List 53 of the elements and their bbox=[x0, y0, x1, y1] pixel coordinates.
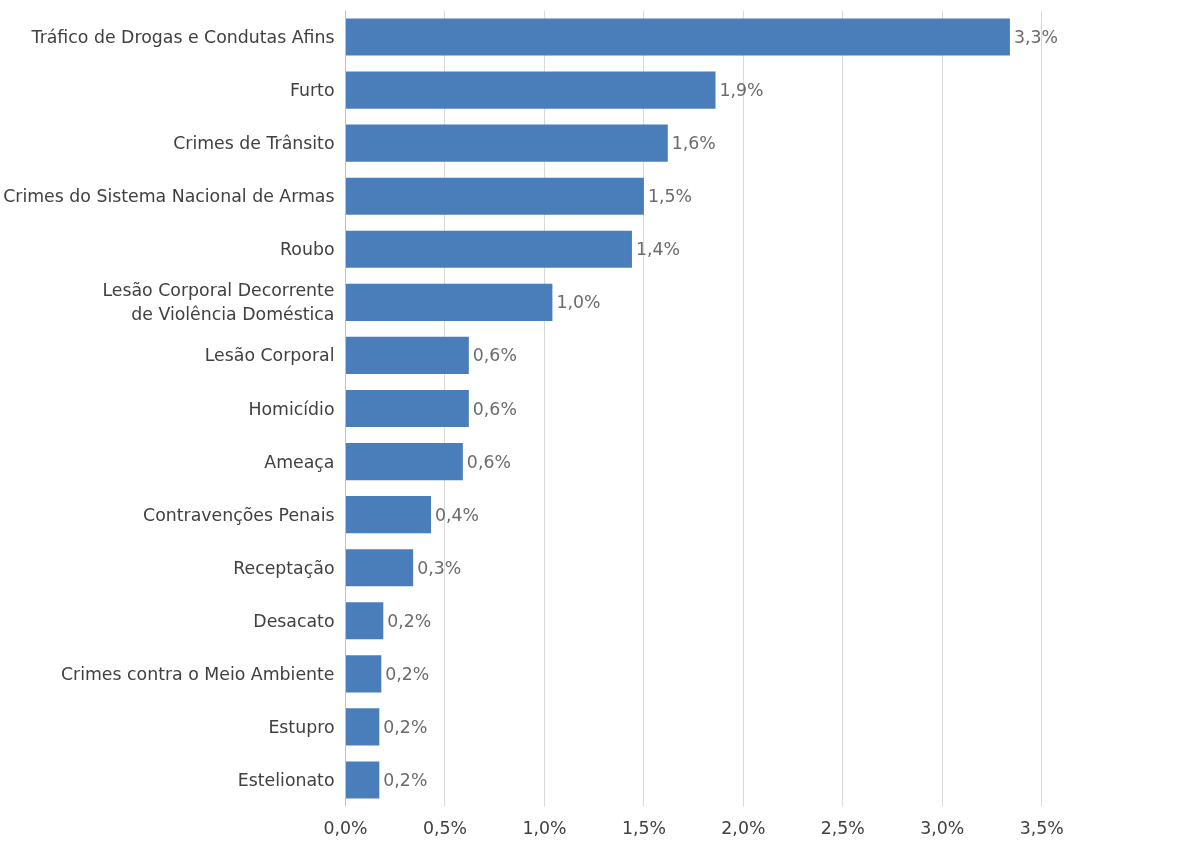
x-tick-label: 2,5% bbox=[820, 817, 865, 838]
bar bbox=[345, 336, 469, 375]
data-label: 0,2% bbox=[383, 769, 428, 790]
x-tick-label: 2,0% bbox=[721, 817, 766, 838]
x-tick-label: 1,0% bbox=[522, 817, 567, 838]
bar bbox=[345, 442, 463, 481]
data-label: 0,3% bbox=[417, 557, 462, 578]
x-tick-label: 3,5% bbox=[1019, 817, 1064, 838]
bar bbox=[345, 230, 632, 268]
data-label: 0,2% bbox=[387, 610, 432, 631]
bar bbox=[345, 124, 668, 162]
data-label: 1,4% bbox=[635, 239, 680, 260]
data-label: 1,5% bbox=[647, 186, 692, 207]
data-label: 0,6% bbox=[472, 398, 517, 419]
y-tick-label: Crimes de Trânsito bbox=[173, 133, 335, 154]
x-tick-label: 0,0% bbox=[323, 817, 368, 838]
y-tick-label: Estelionato bbox=[237, 769, 335, 790]
data-label: 0,6% bbox=[472, 345, 517, 366]
data-label: 1,6% bbox=[671, 133, 716, 154]
data-label: 0,4% bbox=[435, 504, 480, 525]
data-label: 1,9% bbox=[719, 80, 764, 101]
bar bbox=[345, 71, 716, 109]
bar bbox=[345, 18, 1010, 56]
y-tick-label: Furto bbox=[289, 80, 335, 101]
y-tick-label: Lesão Corporal Decorrente de Violência Doméstica bbox=[102, 280, 335, 325]
y-tick-label: Crimes contra o Meio Ambiente bbox=[60, 663, 335, 684]
y-tick-label: Estupro bbox=[268, 716, 335, 737]
bar bbox=[345, 655, 382, 693]
x-tick-label: 0,5% bbox=[422, 817, 467, 838]
y-tick-label: Desacato bbox=[253, 610, 335, 631]
y-tick-label: Homicídio bbox=[248, 398, 335, 419]
data-label: 3,3% bbox=[1013, 27, 1058, 48]
bar bbox=[345, 177, 644, 215]
x-tick-label: 3,0% bbox=[920, 817, 965, 838]
y-tick-label: Crimes do Sistema Nacional de Armas bbox=[3, 186, 335, 207]
bar bbox=[345, 602, 384, 640]
y-tick-label: Contravenções Penais bbox=[143, 504, 335, 525]
data-label: 1,0% bbox=[556, 292, 601, 313]
bar bbox=[345, 708, 380, 746]
bar bbox=[345, 389, 469, 428]
data-label: 0,2% bbox=[385, 663, 430, 684]
y-tick-label: Roubo bbox=[280, 239, 335, 260]
y-tick-label: Ameaça bbox=[264, 451, 335, 472]
data-label: 0,6% bbox=[466, 451, 511, 472]
y-tick-label: Tráfico de Drogas e Condutas Afins bbox=[30, 27, 335, 48]
y-tick-label: Receptação bbox=[233, 557, 335, 578]
y-tick-label: Lesão Corporal bbox=[204, 345, 335, 366]
x-tick-label: 1,5% bbox=[621, 817, 666, 838]
bar bbox=[345, 283, 553, 321]
bar bbox=[345, 496, 432, 534]
bar bbox=[345, 549, 414, 587]
bar bbox=[345, 761, 380, 799]
data-label: 0,2% bbox=[383, 716, 428, 737]
